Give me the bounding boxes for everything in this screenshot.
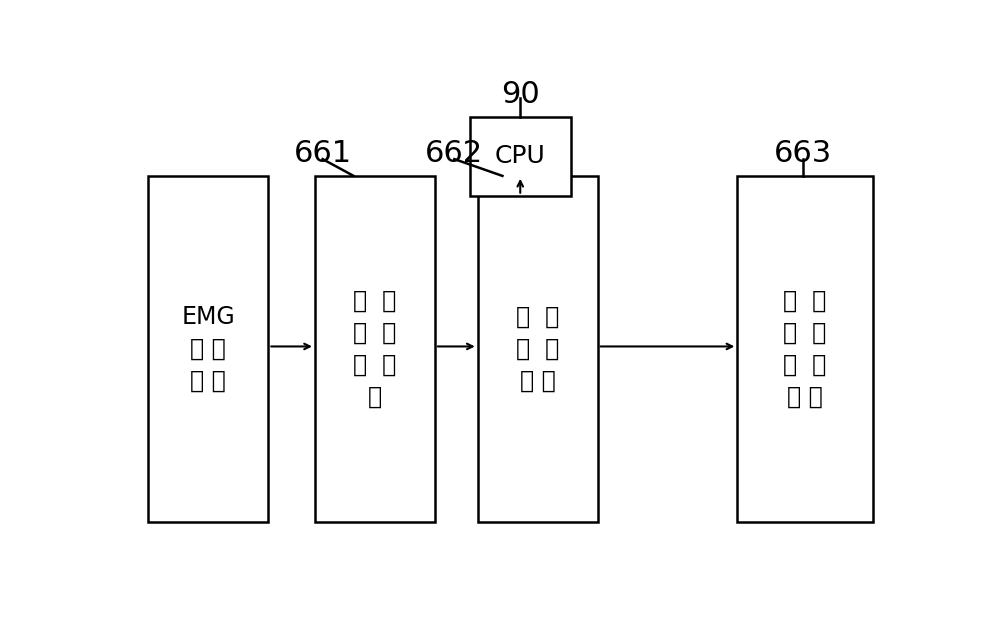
Text: 电 路: 电 路 — [787, 385, 823, 409]
Text: 放  电: 放 电 — [353, 353, 397, 377]
Text: 电 路: 电 路 — [520, 369, 556, 393]
Text: 放  大: 放 大 — [783, 353, 827, 377]
Text: 并  联: 并 联 — [353, 289, 397, 313]
Bar — [315, 176, 435, 522]
Text: 90: 90 — [501, 80, 540, 109]
Bar — [478, 176, 598, 522]
Text: 增  益: 增 益 — [516, 305, 559, 329]
Bar — [148, 176, 268, 522]
Text: 输 入: 输 入 — [190, 369, 226, 393]
Text: 662: 662 — [425, 139, 483, 168]
Text: 661: 661 — [294, 139, 352, 168]
Text: EMG: EMG — [181, 305, 235, 329]
Text: CPU: CPU — [495, 144, 546, 168]
Text: 仪  用: 仪 用 — [783, 289, 827, 313]
Text: 双  运: 双 运 — [353, 321, 397, 345]
Bar — [470, 117, 571, 196]
Text: 663: 663 — [774, 139, 832, 168]
Text: 信 号: 信 号 — [190, 337, 226, 361]
Text: 路: 路 — [368, 385, 382, 409]
Text: 选  择: 选 择 — [516, 337, 559, 361]
Bar — [737, 176, 873, 522]
Text: 差  分: 差 分 — [783, 321, 827, 345]
